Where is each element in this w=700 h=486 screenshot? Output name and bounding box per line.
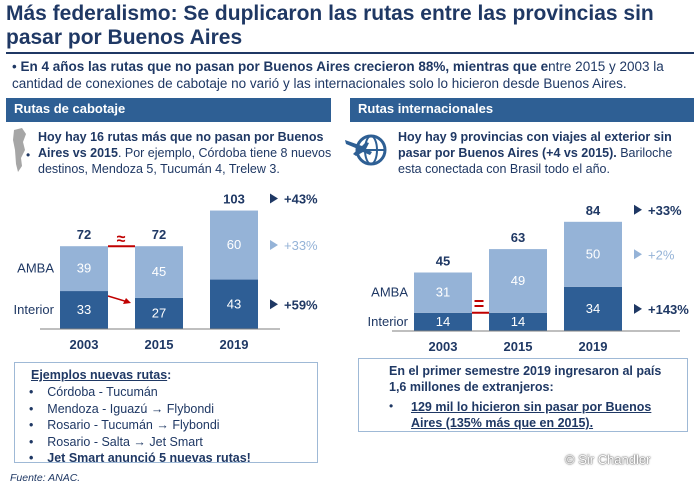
bar-interior-2003 [414, 312, 472, 331]
label-total-2003: 72 [77, 227, 91, 242]
example-routes-title: Ejemplos nuevas rutas [31, 368, 168, 382]
legend-interior: Interior [14, 302, 55, 317]
label-amba-2015: 45 [152, 264, 166, 279]
bar-amba-2019 [210, 210, 258, 280]
tick-label-2015: 2015 [145, 337, 174, 352]
label-interior-2015: 27 [152, 305, 166, 320]
left-intro-bullet: • [26, 148, 31, 162]
list-item: • Córdoba - Tucumán [29, 385, 158, 399]
change-total-arrow [634, 204, 642, 215]
change-amba-arrow [270, 240, 278, 251]
bar-interior-2015 [489, 312, 547, 331]
label-interior-2015: 14 [511, 314, 525, 329]
list-item: • Rosario - Tucumán → Flybondi [29, 418, 220, 432]
label-interior-2019: 34 [586, 301, 600, 316]
change-total-label: +33% [648, 203, 682, 218]
tick-label-2003: 2003 [70, 337, 99, 352]
label-amba-2019: 60 [227, 237, 241, 252]
right-intro-bold: Hoy hay 9 provincias con viajes al exter… [398, 130, 672, 160]
plane-globe-icon [345, 134, 387, 166]
change-interior-label: +59% [284, 297, 318, 312]
change-total-arrow [270, 193, 278, 204]
label-total-2015: 63 [511, 230, 525, 245]
label-interior-2003: 33 [77, 302, 91, 317]
example-routes-colon: : [167, 368, 172, 382]
bar-amba-2003 [414, 272, 472, 313]
chart-internacionales: 14 31 45 2003 14 49 63 2015 34 50 84 2019 Interior AM… [368, 203, 690, 354]
bar-interior-2019 [564, 286, 622, 331]
section-header-internacionales: Rutas internacionales [350, 98, 694, 120]
right-intro: Hoy hay 9 provincias con viajes al exter… [398, 129, 688, 177]
left-intro: Hoy hay 16 rutas más que no pasan por Bu… [38, 129, 333, 177]
lead-bold: En 4 años las rutas que no pasan por Bue… [20, 59, 549, 74]
watermark: © Sir Chandler [565, 452, 651, 467]
left-intro-rest: . Por ejemplo, Córdoba tiene 8 nuevos de… [38, 146, 332, 176]
change-interior-arrow [270, 299, 278, 310]
label-total-2019: 103 [223, 192, 245, 207]
tick-label-2015: 2015 [504, 339, 533, 354]
list-item: • Rosario - Salta → Jet Smart [29, 434, 203, 449]
label-amba-2003: 31 [436, 285, 450, 300]
route-text: Mendoza - Iguazú → Flybondi [47, 401, 215, 416]
lead-rest: ntre 2015 y 2003 la cantidad de conexion… [12, 59, 664, 91]
change-amba-label: +33% [284, 238, 318, 253]
tick-label-2019: 2019 [220, 337, 249, 352]
foreign-visitors-intro: En el primer semestre 2019 ingresaron al… [389, 364, 662, 394]
argentina-map-icon [13, 128, 26, 172]
bar-interior-2003 [60, 291, 108, 329]
bar-amba-2003 [60, 246, 108, 292]
source-note: Fuente: ANAC. [10, 472, 81, 484]
route-text: Rosario - Tucumán → Flybondi [47, 418, 220, 432]
route-text: Jet Smart anunció 5 nuevas rutas! [47, 451, 251, 465]
change-amba-label: +2% [648, 247, 675, 262]
label-amba-2003: 39 [77, 261, 91, 276]
foreign-visitors-item: 129 mil lo hicieron sin pasar por Buenos… [411, 400, 652, 430]
label-interior-2003: 14 [436, 314, 450, 329]
label-amba-2019: 50 [586, 246, 600, 261]
right-intro-rest: Bariloche esta conectada con Brasil todo… [398, 146, 673, 176]
example-routes-heading: Ejemplos nuevas rutas: [31, 366, 171, 384]
bar-interior-2019 [210, 279, 258, 329]
bar-amba-2015 [489, 249, 547, 313]
example-routes-box: Ejemplos nuevas rutas: • Córdoba - Tucum… [14, 362, 318, 465]
equal-label: = [474, 294, 485, 314]
legend-interior: Interior [368, 314, 409, 329]
legend-amba: AMBA [371, 285, 408, 300]
route-text: Rosario - Salta → Jet Smart [47, 434, 203, 449]
label-total-2015: 72 [152, 227, 166, 242]
bar-amba-2019 [564, 221, 622, 287]
chart-cabotaje: 33 39 72 2003 27 45 72 2015 43 60 103 2019 Interior A… [14, 192, 319, 352]
legend-amba: AMBA [17, 261, 54, 276]
section-header-cabotaje: Rutas de cabotaje [6, 98, 331, 120]
change-interior-arrow [634, 303, 642, 314]
lead-paragraph: • En 4 años las rutas que no pasan por B… [12, 59, 664, 91]
list-item: • Jet Smart anunció 5 nuevas rutas! [29, 451, 251, 465]
bar-interior-2015 [135, 297, 183, 329]
label-amba-2015: 49 [511, 273, 525, 288]
change-total-label: +43% [284, 192, 318, 207]
route-text: Córdoba - Tucumán [47, 385, 158, 399]
section-line-left [6, 120, 331, 122]
change-interior-label: +143% [648, 302, 689, 317]
list-item: • Mendoza - Iguazú → Flybondi [29, 401, 215, 416]
interior-decline-arrowhead [123, 298, 131, 304]
label-total-2019: 84 [586, 203, 601, 218]
left-intro-bold: Hoy hay 16 rutas más que no pasan por Bu… [38, 130, 324, 160]
tick-label-2003: 2003 [429, 339, 458, 354]
label-total-2003: 45 [436, 254, 450, 269]
title-divider [6, 52, 694, 54]
approx-equal-label: ≈ [117, 231, 126, 248]
change-amba-arrow [634, 249, 642, 260]
bar-amba-2015 [135, 246, 183, 298]
label-interior-2019: 43 [227, 296, 241, 311]
tick-label-2019: 2019 [579, 339, 608, 354]
page-title: Más federalismo: Se duplicaron las rutas… [6, 2, 654, 49]
foreign-visitors-box: En el primer semestre 2019 ingresaron al… [358, 358, 688, 432]
section-line-right [350, 120, 694, 122]
